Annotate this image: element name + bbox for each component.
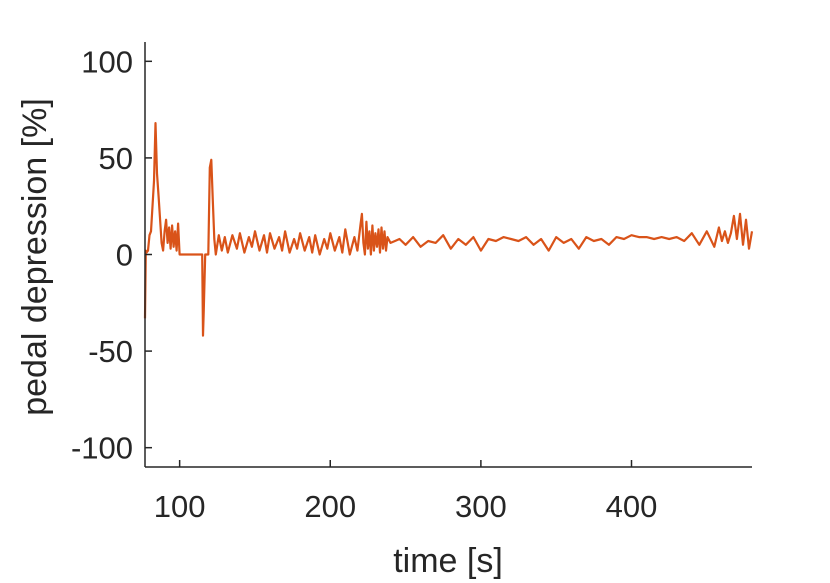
series-line [143,121,754,337]
x-tick-label: 200 [304,489,356,524]
y-tick-label: -50 [88,334,133,369]
y-tick-label: 0 [116,238,133,273]
plot-area [143,121,754,337]
y-tick-label: 50 [99,141,133,176]
y-tick-label: 100 [81,44,133,79]
x-tick-label: 400 [606,489,658,524]
y-tick-label: -100 [71,431,133,466]
x-ticks: 100 200 300 400 [154,460,658,524]
x-tick-label: 300 [455,489,507,524]
x-axis-label: time [s] [393,542,503,580]
y-axis-label: pedal depression [%] [16,98,54,416]
y-ticks: -100 -50 0 50 100 [71,44,152,466]
x-tick-label: 100 [154,489,206,524]
